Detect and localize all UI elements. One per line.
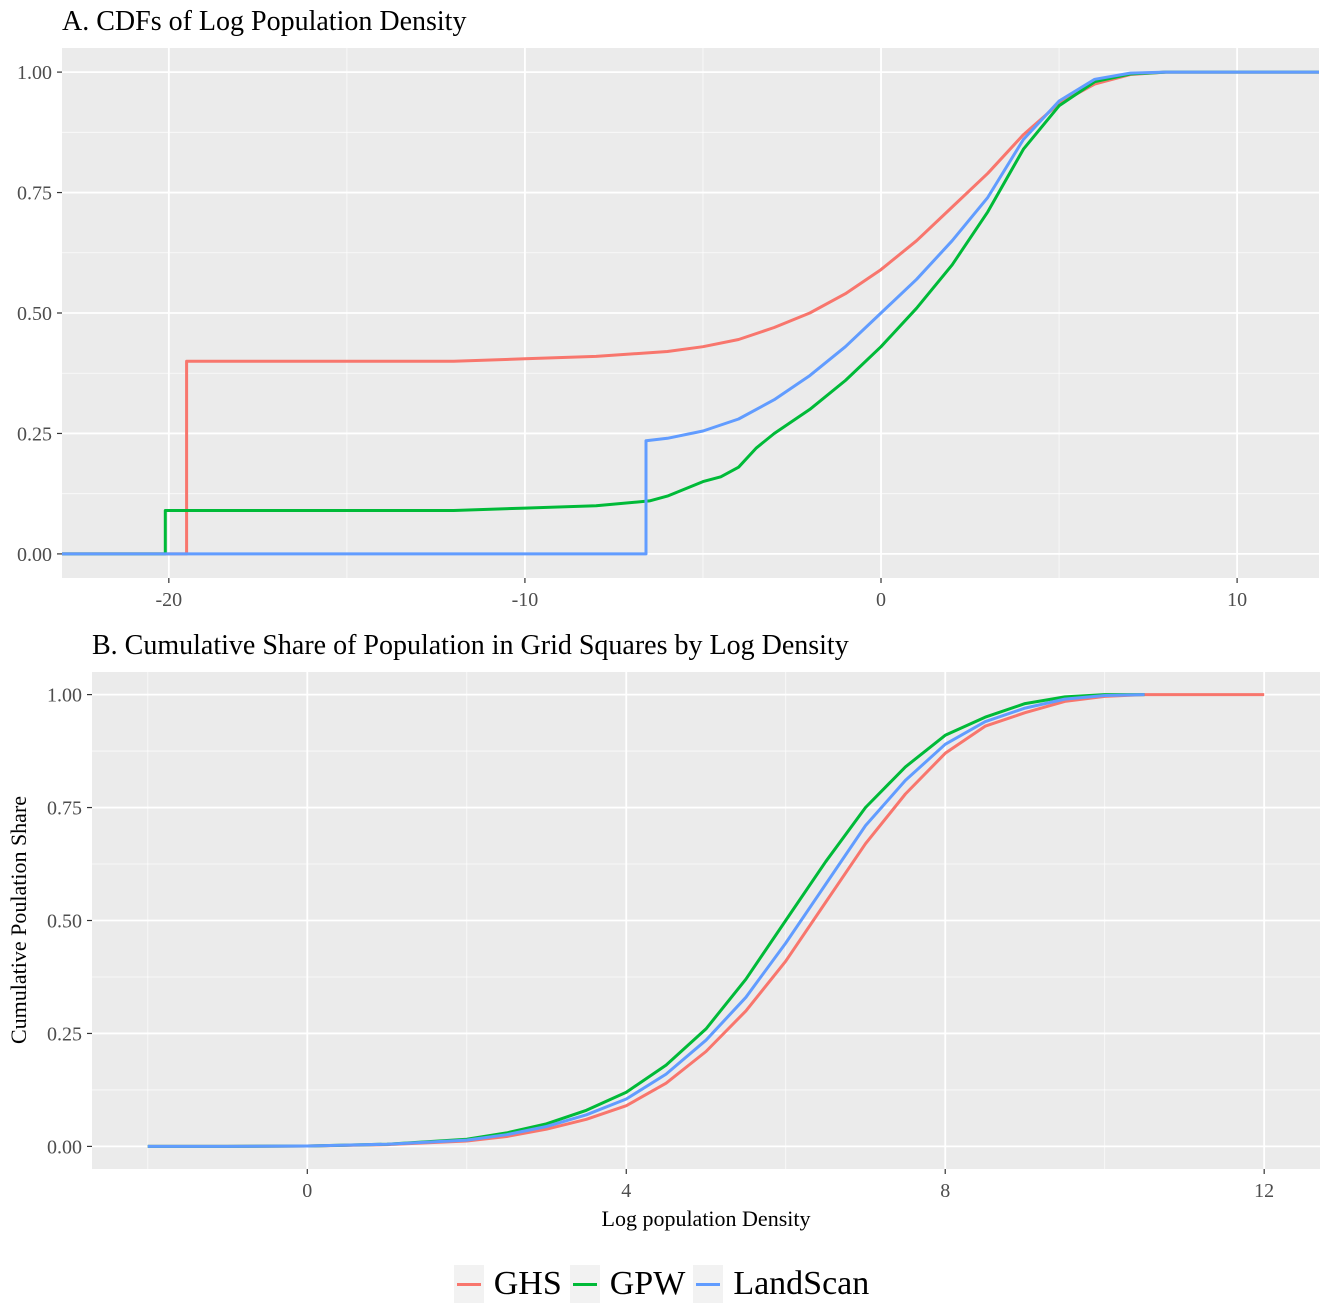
panel-a-title: A. CDFs of Log Population Density (62, 6, 466, 37)
panel-b-x-tick-label: 0 (302, 1180, 312, 1202)
legend-item-landscan: LandScan (693, 1264, 870, 1303)
panel-a-series-gpw (62, 70, 1319, 556)
panel-a-x-tick-label: -20 (155, 589, 182, 611)
panel-a-ticks: -20 -10 0 10 0.00 0.25 0.50 0.75 1.00 (17, 62, 1247, 611)
legend-label-ghs: GHS (493, 1264, 562, 1302)
panel-b-lines (147, 693, 1265, 1148)
panel-b-y-axis-label: Cumulative Poulation Share (6, 796, 31, 1044)
legend-key-ghs (453, 1264, 484, 1303)
panel-b-y-tick-label: 0.00 (47, 1136, 82, 1158)
panel-b-y-tick-label: 0.25 (47, 1023, 82, 1045)
panel-a-x-tick-label: -10 (512, 589, 539, 611)
figure: A. CDFs of Log Population Density -20 -10… (6, 6, 1320, 1231)
panel-a-chart: A. CDFs of Log Population Density -20 -10… (17, 6, 1319, 611)
panel-a-x-tick-label: 0 (876, 589, 886, 611)
panel-a-y-tick-label: 0.75 (17, 183, 52, 205)
panel-a-lines (62, 70, 1319, 556)
panel-b-x-tick-label: 4 (621, 1180, 631, 1202)
legend: GHS GPW LandScan (0, 1262, 1323, 1305)
panel-a-x-tick-label: 10 (1227, 589, 1247, 611)
panel-a-y-tick-label: 1.00 (17, 62, 52, 84)
panel-b-x-tick-label: 8 (940, 1180, 950, 1202)
legend-item-ghs: GHS (453, 1264, 562, 1303)
panel-a-series-landscan (62, 70, 1319, 556)
legend-label-landscan: LandScan (733, 1264, 870, 1302)
panel-a-y-tick-label: 0.50 (17, 303, 52, 325)
panel-b-chart: B. Cumulative Share of Population in Gri… (6, 630, 1320, 1231)
panel-a-y-tick-label: 0.25 (17, 423, 52, 445)
legend-key-gpw (569, 1264, 600, 1303)
panel-b-x-axis-label: Log population Density (602, 1206, 811, 1231)
panel-a-y-tick-label: 0.00 (17, 544, 52, 566)
legend-label-gpw: GPW (609, 1264, 686, 1302)
legend-item-gpw: GPW (569, 1264, 686, 1303)
panel-b-y-tick-label: 0.50 (47, 911, 82, 933)
panel-b-y-tick-label: 0.75 (47, 798, 82, 820)
legend-key-landscan (693, 1264, 724, 1303)
panel-b-x-tick-label: 12 (1254, 1180, 1274, 1202)
panel-b-ticks: 0 4 8 12 0.00 0.25 0.50 0.75 1.00 (47, 685, 1274, 1202)
panel-a-series-ghs (62, 70, 1319, 556)
panel-b-series-landscan (147, 693, 1145, 1148)
panel-b-title: B. Cumulative Share of Population in Gri… (92, 630, 849, 661)
panel-b-y-tick-label: 1.00 (47, 685, 82, 707)
